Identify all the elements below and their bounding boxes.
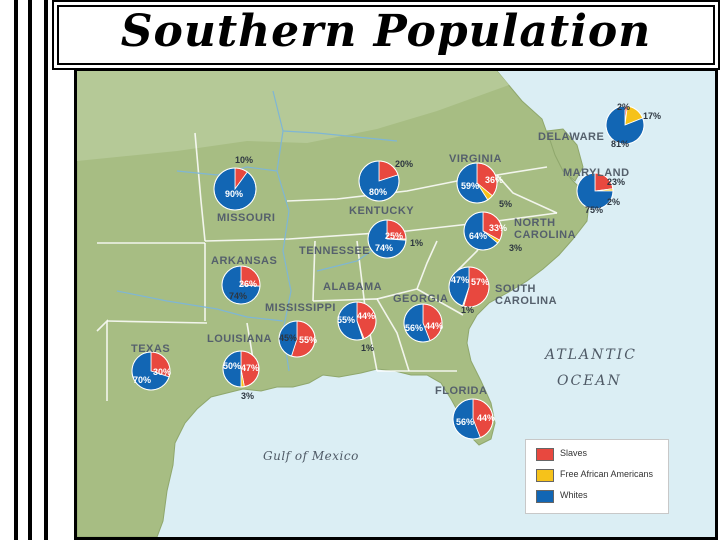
pct-maryland-whites: 75% (585, 205, 604, 215)
label-north-carolina-1: NORTH (514, 217, 556, 229)
pct-north-carolina-slaves: 33% (489, 223, 508, 233)
pct-alabama-free: 1% (361, 343, 375, 353)
pct-missouri-slaves: 10% (235, 155, 254, 165)
pct-virginia-free: 5% (499, 199, 513, 209)
pie-north-carolina-outline (463, 211, 503, 251)
pct-maryland-free: 2% (607, 197, 621, 207)
label-south-carolina-1: SOUTH (495, 283, 536, 295)
pct-arkansas-whites: 74% (229, 291, 248, 301)
pct-mississippi-whites: 45% (279, 333, 298, 343)
pct-virginia-slaves: 36% (485, 175, 504, 185)
legend-label-slaves: Slaves (560, 448, 588, 458)
label-delaware: DELAWARE (538, 131, 605, 143)
frame-bar-1 (14, 0, 18, 540)
pie-texas-outline (131, 351, 171, 391)
label-tennessee: TENNESSEE (299, 245, 371, 257)
northern-region (77, 71, 509, 161)
label-texas: TEXAS (131, 343, 171, 355)
frame-bar-3 (44, 0, 48, 540)
pct-kentucky-whites: 80% (369, 187, 388, 197)
pct-georgia-slaves: 44% (425, 321, 444, 331)
pct-tennessee-free: 1% (410, 238, 424, 248)
pie-missouri-outline (213, 167, 257, 211)
pct-south-carolina-whites: 47% (451, 275, 470, 285)
pct-texas-whites: 70% (133, 375, 152, 385)
frame-bar-2 (28, 0, 32, 540)
pct-north-carolina-whites: 64% (469, 231, 488, 241)
pct-missouri-whites: 90% (225, 189, 244, 199)
peninsula (546, 128, 584, 182)
pct-mississippi-slaves: 55% (299, 335, 318, 345)
label-maryland: MARYLAND (563, 167, 630, 179)
label-mississippi: MISSISSIPPI (265, 302, 336, 314)
pct-delaware-slaves: 2% (617, 102, 631, 112)
legend-label-whites: Whites (560, 490, 588, 500)
pct-texas-slaves: 30% (153, 367, 172, 377)
pct-louisiana-free: 3% (241, 391, 255, 401)
page-title: Southern Population (120, 6, 652, 57)
pct-florida-whites: 56% (456, 417, 475, 427)
label-gulf-of-mexico: Gulf of Mexico (263, 449, 359, 463)
label-virginia: VIRGINIA (449, 153, 502, 165)
legend-swatch-whites (536, 490, 554, 503)
label-florida: FLORIDA (435, 385, 488, 397)
label-georgia: GEORGIA (393, 293, 449, 305)
pct-tennessee-slaves: 25% (385, 231, 404, 241)
legend-label-free: Free African Americans (560, 469, 654, 479)
label-kentucky: KENTUCKY (349, 205, 415, 217)
pie-florida-outline (452, 398, 494, 440)
label-atlantic: ATLANTIC (545, 347, 637, 363)
label-south-carolina-2: CAROLINA (495, 295, 558, 307)
label-missouri: MISSOURI (217, 212, 276, 224)
pct-arkansas-slaves: 26% (239, 279, 258, 289)
pie-tennessee-outline (367, 219, 407, 259)
rivers (116, 90, 398, 372)
label-louisiana: LOUISIANA (207, 333, 272, 345)
label-north-carolina-2: CAROLINA (514, 229, 577, 241)
pie-alabama-outline (337, 301, 377, 341)
pie-arkansas-outline (221, 265, 261, 305)
map: DELAWARE MARYLAND VIRGINIA NORTH CAROLIN… (74, 68, 718, 540)
pie-mississippi-outline (278, 320, 316, 358)
pie-georgia-outline (403, 303, 443, 343)
legend-swatch-slaves (536, 448, 554, 461)
title-box: Southern Population (52, 0, 720, 70)
label-ocean: OCEAN (557, 373, 622, 389)
pct-louisiana-slaves: 47% (241, 363, 260, 373)
legend-swatch-free (536, 469, 554, 482)
pie-charts (131, 105, 645, 440)
pct-louisiana-whites: 50% (223, 361, 242, 371)
pie-virginia-outline (456, 162, 498, 204)
pct-south-carolina-slaves: 57% (471, 277, 490, 287)
pct-alabama-slaves: 44% (357, 311, 376, 321)
pct-north-carolina-free: 3% (509, 243, 523, 253)
label-arkansas: ARKANSAS (211, 255, 278, 267)
pct-maryland-slaves: 23% (607, 177, 626, 187)
pie-maryland-outline (576, 172, 614, 210)
pct-virginia-whites: 59% (461, 181, 480, 191)
pie-south-carolina-outline (448, 266, 490, 308)
pct-tennessee-whites: 74% (375, 243, 394, 253)
pct-alabama-whites: 55% (337, 315, 356, 325)
pct-florida-slaves: 44% (477, 413, 496, 423)
pie-kentucky-outline (358, 160, 400, 202)
pct-delaware-free: 17% (643, 111, 662, 121)
map-canvas (77, 71, 715, 537)
pct-georgia-whites: 56% (405, 323, 424, 333)
label-alabama: ALABAMA (323, 281, 383, 293)
pie-louisiana-outline (222, 350, 260, 388)
pct-delaware-whites: 81% (611, 139, 630, 149)
pct-south-carolina-free: 1% (461, 305, 475, 315)
pie-delaware-outline (605, 105, 645, 145)
pct-kentucky-slaves: 20% (395, 159, 414, 169)
legend: Slaves Free African Americans Whites (525, 439, 669, 514)
